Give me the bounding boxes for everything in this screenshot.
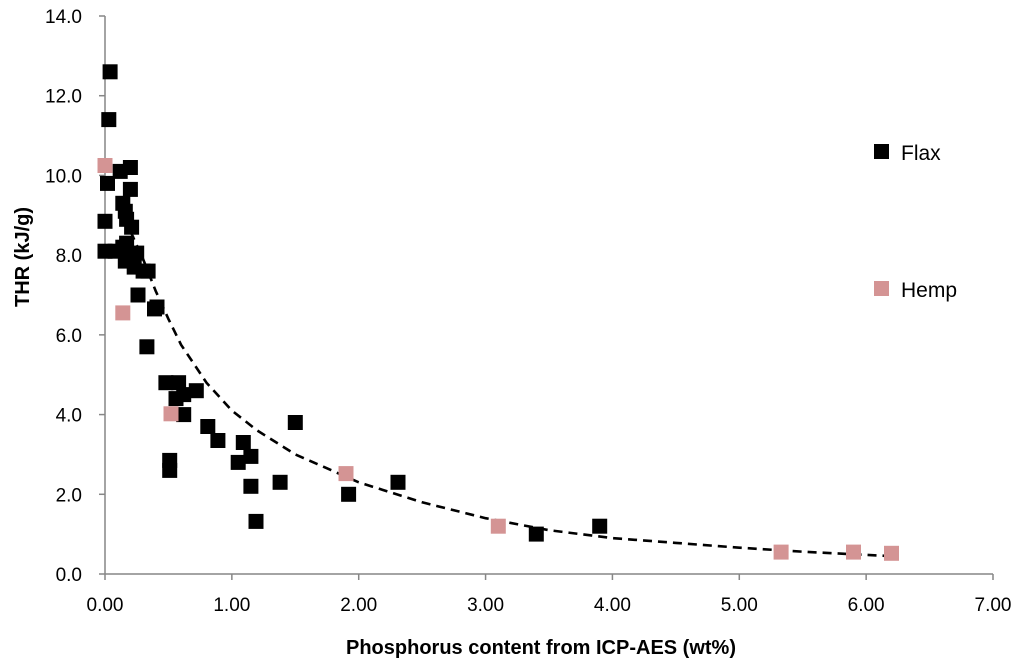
flax-data-point — [248, 513, 264, 529]
flax-data-point — [243, 448, 259, 464]
hemp-data-point — [97, 158, 113, 173]
flax-data-point — [243, 478, 259, 494]
x-tick-label: 3.00 — [467, 595, 504, 616]
x-axis-ticks: 0.00 1.00 2.00 3.00 4.00 5.00 6.00 7.00 — [87, 574, 1012, 616]
y-tick-label: 6.0 — [56, 326, 82, 347]
flax-data-point — [287, 415, 303, 430]
axes — [104, 16, 993, 575]
flax-data-point — [272, 474, 288, 490]
y-tick-label: 14.0 — [45, 7, 82, 28]
flax-data-point — [122, 160, 138, 175]
trendline — [118, 202, 892, 558]
y-tick-label: 8.0 — [56, 246, 82, 267]
hemp-data-point — [846, 544, 861, 560]
flax-data-point — [149, 299, 165, 315]
flax-data-point — [102, 64, 118, 80]
flax-data-point — [235, 435, 251, 450]
flax-data-point — [139, 339, 155, 355]
y-tick-label: 12.0 — [45, 87, 82, 108]
flax-data-point — [528, 526, 544, 542]
flax-data-point — [592, 518, 608, 534]
flax-data-point — [162, 462, 178, 478]
flax-data-point — [188, 383, 204, 399]
flax-data-point — [122, 181, 138, 197]
flax-data-point — [115, 239, 131, 255]
x-tick-label: 7.00 — [975, 595, 1012, 616]
y-tick-label: 4.0 — [56, 406, 82, 427]
y-tick-label: 10.0 — [45, 166, 82, 187]
hemp-data-point — [338, 466, 354, 482]
x-tick-label: 1.00 — [213, 595, 250, 616]
y-axis-title: THR (kJ/g) — [12, 207, 34, 307]
flax-data-point — [171, 375, 187, 391]
flax-data-point — [130, 287, 146, 303]
y-tick-label: 0.0 — [56, 565, 82, 586]
x-tick-label: 5.00 — [721, 595, 758, 616]
x-tick-label: 2.00 — [340, 595, 377, 616]
legend-label-hemp: Hemp — [901, 279, 957, 302]
flax-data-point — [200, 419, 216, 434]
legend-marker-flax — [874, 144, 889, 159]
hemp-data-point — [163, 406, 179, 422]
flax-data-point — [176, 407, 192, 423]
flax-data-point — [124, 219, 140, 235]
flax-data-point — [210, 433, 226, 448]
legend-marker-hemp — [874, 281, 889, 296]
flax-data-point — [390, 474, 406, 490]
flax-data-point — [140, 263, 156, 279]
y-axis-ticks: 0.0 2.0 4.0 6.0 8.0 10.0 12.0 14.0 — [45, 7, 105, 586]
legend: Flax Hemp — [874, 142, 957, 302]
x-tick-label: 0.00 — [87, 595, 124, 616]
x-axis-title: Phosphorus content from ICP-AES (wt%) — [346, 637, 736, 659]
flax-data-point — [100, 175, 115, 191]
flax-data-point — [230, 454, 246, 470]
flax-data-point — [341, 486, 357, 502]
flax-data-point — [176, 387, 192, 403]
x-tick-label: 6.00 — [848, 595, 885, 616]
flax-data-point — [129, 245, 145, 261]
flax-data-point — [101, 112, 117, 128]
hemp-data-point — [115, 305, 131, 321]
hemp-data-point — [884, 545, 899, 561]
legend-label-flax: Flax — [901, 142, 941, 165]
hemp-data-point — [490, 518, 506, 534]
hemp-data-point — [773, 544, 789, 560]
flax-data-point — [158, 375, 174, 391]
flax-data-point — [97, 213, 113, 229]
x-tick-label: 4.00 — [594, 595, 631, 616]
y-tick-label: 2.0 — [56, 485, 82, 506]
data-points — [97, 64, 899, 561]
